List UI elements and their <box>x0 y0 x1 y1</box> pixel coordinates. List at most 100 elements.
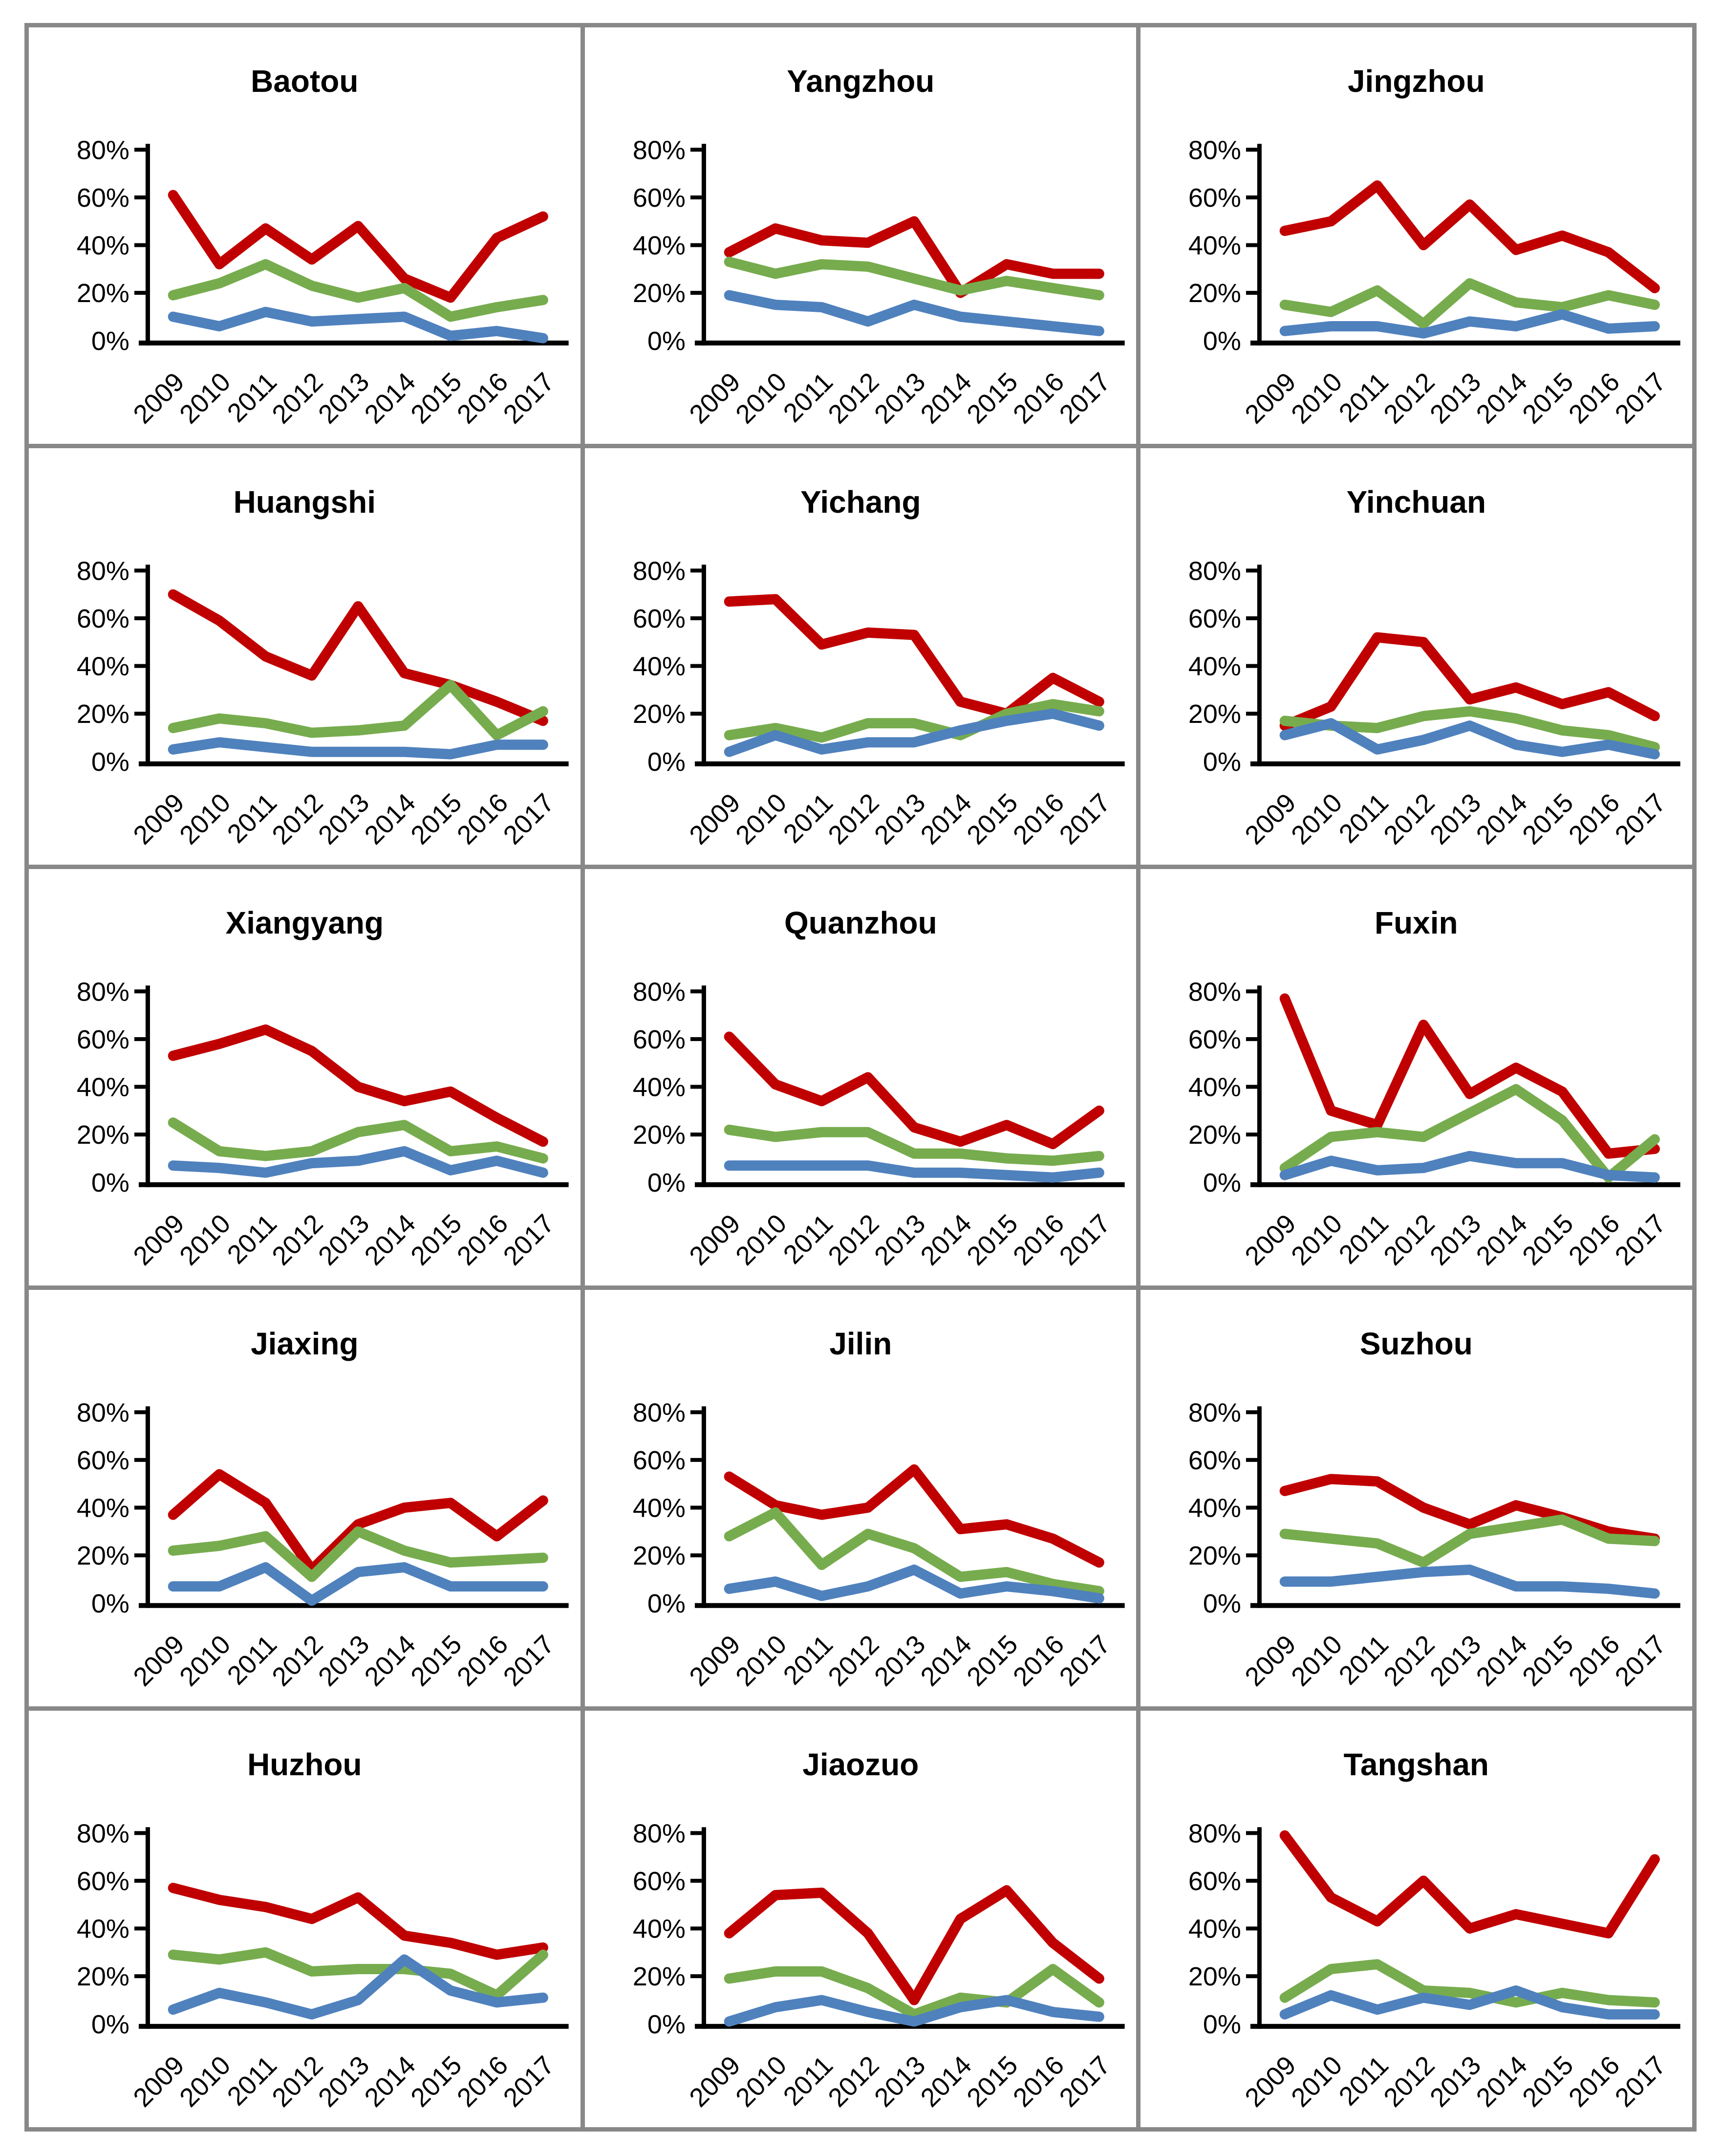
x-axis-line <box>138 1603 569 1608</box>
blue-series-line <box>724 708 1104 757</box>
red-series-line <box>724 1031 1104 1150</box>
chart-cell-jiaozuo: Jiaozuo 0% 20% 40% 60% 80% 2009 2010 2011 2012 201… <box>584 1711 1137 2127</box>
y-tick <box>1246 664 1258 668</box>
x-axis-line <box>1250 2024 1680 2029</box>
x-tick-label: 2009 <box>684 1209 746 1271</box>
x-tick-label: 2014 <box>915 367 977 429</box>
y-axis-line <box>701 144 706 346</box>
y-axis-line <box>145 985 150 1187</box>
y-tick-label: 80% <box>77 135 129 165</box>
y-tick-label: 20% <box>77 1120 129 1150</box>
x-tick-label: 2013 <box>1424 1209 1486 1271</box>
x-tick-label: 2011 <box>222 367 282 428</box>
x-tick-label: 2015 <box>961 2050 1023 2112</box>
x-tick-label: 2013 <box>313 2050 375 2112</box>
x-tick-label: 2016 <box>1563 2050 1625 2112</box>
x-tick-label: 2010 <box>1286 1630 1348 1692</box>
y-tick <box>690 1085 702 1089</box>
y-tick <box>134 664 146 668</box>
x-tick-label: 2016 <box>452 2050 514 2112</box>
x-tick-label: 2016 <box>1563 1630 1625 1692</box>
x-tick-label: 2016 <box>1008 788 1070 850</box>
y-tick <box>1246 1831 1258 1835</box>
chart-cell-quanzhou: Quanzhou 0% 20% 40% 60% 80% 2009 2010 2011 2012 20… <box>584 869 1137 1285</box>
x-tick-label: 2017 <box>1610 1630 1672 1692</box>
y-tick-label: 60% <box>633 1025 686 1054</box>
y-tick-label: 80% <box>77 1819 129 1848</box>
x-tick-label: 2012 <box>1378 1209 1441 1271</box>
red-series-line <box>1280 1474 1660 1544</box>
x-tick-label: 2013 <box>869 788 931 850</box>
x-tick-label: 2015 <box>405 788 467 850</box>
chart-baotou: Baotou 0% 20% 40% 60% 80% 20092010201120122013… <box>77 64 569 429</box>
y-tick <box>134 1132 146 1137</box>
y-tick <box>1246 1410 1258 1415</box>
x-tick-label: 2017 <box>498 1630 560 1692</box>
y-tick-label: 40% <box>633 1494 686 1523</box>
x-tick-label: 2012 <box>266 367 328 429</box>
x-tick-label: 2014 <box>359 788 421 850</box>
x-tick-label: 2011 <box>1334 367 1394 428</box>
y-tick <box>134 1037 146 1041</box>
chart-title: Jingzhou <box>1348 64 1485 99</box>
y-tick <box>690 243 702 247</box>
x-tick-label: 2014 <box>359 1630 421 1692</box>
y-tick-label: 20% <box>633 279 686 308</box>
y-tick <box>134 291 146 295</box>
y-tick <box>134 1974 146 1979</box>
x-axis-line <box>138 761 569 766</box>
x-tick-label: 2016 <box>1008 367 1070 429</box>
x-tick-label: 2017 <box>1054 1630 1116 1692</box>
x-tick-label: 2009 <box>684 1630 746 1692</box>
y-axis-line <box>701 985 706 1187</box>
blue-series-line <box>724 290 1104 336</box>
y-tick <box>1246 195 1258 199</box>
y-tick <box>690 1553 702 1558</box>
x-tick-label: 2011 <box>1334 2050 1394 2112</box>
y-tick <box>134 148 146 152</box>
x-tick-label: 2010 <box>1286 367 1348 429</box>
red-series-line <box>1280 1830 1660 1938</box>
y-tick <box>1246 712 1258 716</box>
x-tick-label: 2010 <box>730 1209 792 1271</box>
x-tick-label: 2009 <box>1240 788 1302 850</box>
x-tick-label: 2011 <box>777 2050 838 2112</box>
x-axis-line <box>138 1182 569 1187</box>
chart-xiangyang: Xiangyang0%20%40%60%80%20092010201120122… <box>77 905 569 1271</box>
y-tick-label: 40% <box>77 231 129 261</box>
y-axis-line <box>1257 1827 1262 2029</box>
blue-series-line <box>168 1562 548 1606</box>
y-tick-label: 40% <box>77 1073 129 1102</box>
chart-tangshan: Tangshan0%20%40%60%80%200920102011201220… <box>1188 1747 1680 2112</box>
x-tick-label: 2012 <box>822 1630 884 1692</box>
x-tick-label: 2009 <box>1240 1630 1302 1692</box>
x-tick-label: 2016 <box>1563 788 1625 850</box>
x-tick-label: 2009 <box>684 2050 746 2112</box>
y-tick-label: 20% <box>1188 279 1241 308</box>
y-tick-label: 20% <box>633 1962 686 1991</box>
blue-series-line <box>724 1564 1104 1604</box>
chart-yinchuan: Yinchuan0%20%40%60%80%200920102011201220… <box>1188 484 1680 850</box>
chart-yichang: Yichang0%20%40%60%80%2009201020112012201… <box>633 484 1125 850</box>
x-tick-label: 2017 <box>498 1209 560 1271</box>
y-tick-label: 20% <box>633 1120 686 1150</box>
y-tick-label: 40% <box>633 1073 686 1102</box>
y-tick <box>1246 568 1258 573</box>
x-tick-label: 2012 <box>1378 367 1441 429</box>
y-tick-label: 0% <box>91 1168 129 1198</box>
x-tick-label: 2009 <box>1240 1209 1302 1271</box>
x-tick-label: 2016 <box>1563 367 1625 429</box>
y-tick-label: 60% <box>77 1025 129 1054</box>
chart-title: Xiangyang <box>226 905 384 940</box>
x-tick-label: 2011 <box>777 1630 838 1691</box>
x-tick-label: 2015 <box>405 2050 467 2112</box>
chart-quanzhou: Quanzhou0%20%40%60%80%200920102011201220… <box>633 905 1125 1271</box>
green-series-line <box>168 680 548 740</box>
blue-series-line <box>168 737 548 760</box>
x-tick-label: 2015 <box>1517 2050 1579 2112</box>
y-tick-label: 0% <box>647 2010 686 2039</box>
red-series-line <box>168 190 548 303</box>
chart-title: Yangzhou <box>787 64 934 99</box>
x-tick-label: 2013 <box>1424 2050 1486 2112</box>
x-tick-label: 2013 <box>313 1630 375 1692</box>
